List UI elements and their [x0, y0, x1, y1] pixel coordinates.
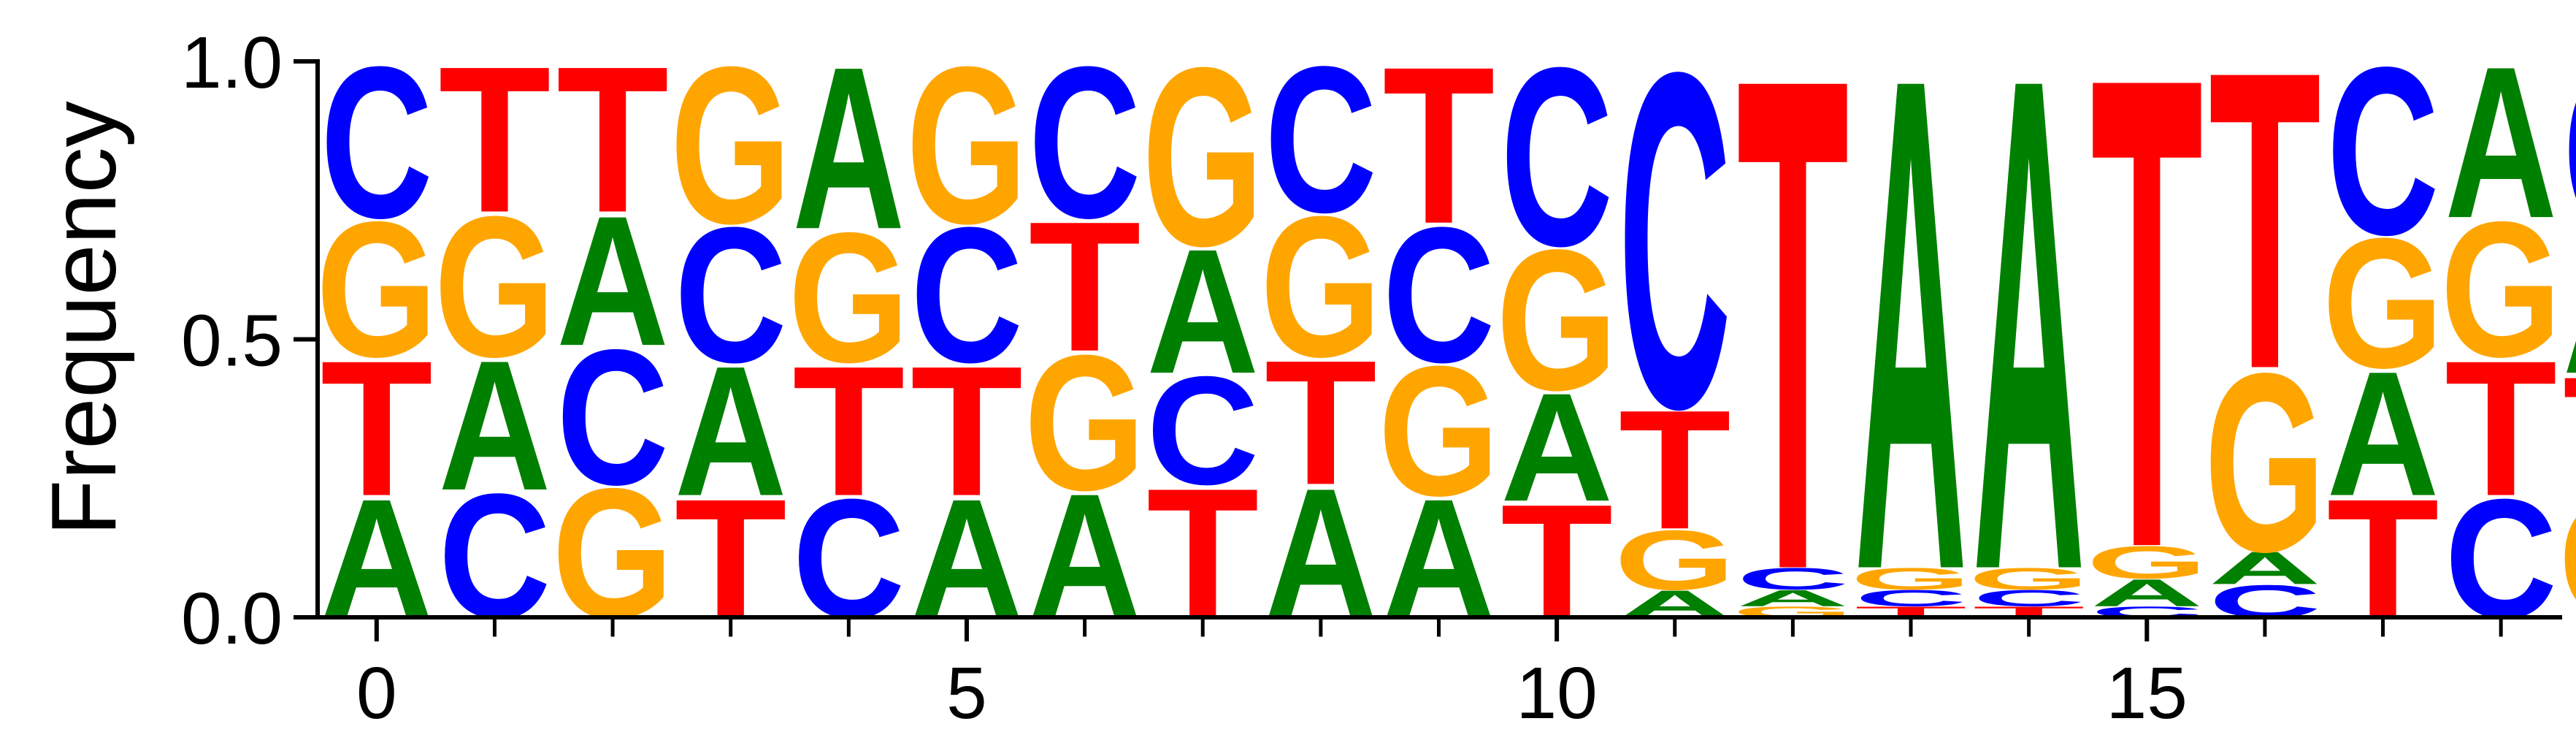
- logo-letter-pos9-T: T: [1383, 20, 1495, 270]
- logo-letter-pos19-A: A: [2563, 198, 2576, 413]
- logo-letter-pos11-C: C: [1619, 0, 1731, 508]
- logo-letter-pos8-C: C: [1265, 23, 1377, 256]
- logo-letter-pos4-A: A: [792, 19, 905, 278]
- logo-letter-pos17-C: C: [2327, 18, 2439, 285]
- logo-letter-pos3-A: A: [675, 327, 787, 535]
- logo-letter-pos15-A: A: [2090, 571, 2203, 614]
- logo-letter-pos1-A: A: [438, 321, 551, 529]
- logo-letter-pos12-T: T: [1737, 0, 1849, 716]
- logo-letter-pos8-T: T: [1265, 324, 1377, 522]
- logo-letter-pos8-G: G: [1260, 175, 1381, 399]
- logo-letter-pos1-T: T: [439, 23, 551, 256]
- logo-letter-pos14-C: C: [1973, 585, 2085, 611]
- axes: 0.0 0.5 1.0 0 5 10 15: [181, 22, 2562, 734]
- logo-letter-pos6-G: G: [1024, 315, 1146, 530]
- logo-letter-pos2-A: A: [556, 178, 669, 385]
- logo-letter-pos7-G: G: [1142, 15, 1263, 300]
- logo-letter-pos2-T: T: [556, 23, 669, 256]
- x-tick-label: 15: [2107, 652, 2188, 734]
- logo-letter-pos14-A: A: [1973, 0, 2085, 717]
- logo-letter-pos3-C: C: [675, 187, 787, 403]
- logo-letter-pos6-C: C: [1029, 22, 1141, 263]
- logo-letter-pos12-C: C: [1736, 562, 1849, 596]
- logo-letter-pos2-C: C: [556, 310, 669, 525]
- logo-letter-pos15-G: G: [2086, 537, 2207, 589]
- logo-letter-pos17-G: G: [2323, 199, 2444, 407]
- logo-letter-pos9-C: C: [1382, 187, 1495, 403]
- y-tick-label: 0.5: [181, 300, 283, 382]
- logo-letter-pos16-A: A: [2209, 543, 2321, 595]
- x-tick-label: 10: [1517, 652, 1598, 734]
- logo-letter-pos10-G: G: [1496, 208, 1617, 432]
- logo-letter-pos17-A: A: [2327, 335, 2439, 533]
- y-tick-label: 0.0: [181, 578, 283, 660]
- logo-letter-pos5-G: G: [906, 20, 1027, 270]
- x-tick-label: 0: [356, 652, 397, 734]
- logo-letter-pos16-G: G: [2204, 321, 2326, 606]
- logo-letter-pos4-T: T: [792, 327, 905, 535]
- logo-letter-pos18-G: G: [2440, 182, 2561, 397]
- logo-letter-pos7-C: C: [1146, 344, 1259, 516]
- logo-letter-pos11-G: G: [1614, 514, 1736, 608]
- logo-letter-pos0-G: G: [316, 182, 437, 397]
- logo-letter-pos13-A: A: [1855, 0, 1967, 717]
- logo-letter-pos9-G: G: [1379, 327, 1500, 535]
- logo-letter-pos6-T: T: [1029, 183, 1141, 390]
- logo-letter-pos10-C: C: [1500, 15, 1613, 300]
- logo-letter-pos4-G: G: [788, 194, 909, 401]
- y-axis-label: Frequency: [32, 101, 135, 535]
- logo-letter-pos18-T: T: [2445, 320, 2557, 536]
- logo-letter-pos0-C: C: [321, 22, 433, 263]
- logo-letter-pos15-T: T: [2090, 0, 2203, 687]
- logo-letter-pos19-C: C: [2563, 18, 2576, 285]
- y-tick-label: 1.0: [181, 22, 283, 104]
- logo-letter-pos19-G: G: [2558, 465, 2576, 655]
- logo-letter-pos11-T: T: [1619, 376, 1731, 565]
- logo-letter-pos5-C: C: [911, 187, 1023, 403]
- logo-letter-pos10-A: A: [1500, 361, 1613, 533]
- logo-letter-pos13-G: G: [1850, 562, 1971, 596]
- logo-letter-pos1-G: G: [434, 175, 556, 399]
- x-tick-label: 5: [946, 652, 987, 734]
- logo-letter-pos16-T: T: [2209, 0, 2321, 457]
- logo-letter-pos13-C: C: [1855, 585, 1967, 611]
- logo-letter-pos18-A: A: [2445, 22, 2557, 263]
- logo-letter-pos7-A: A: [1146, 213, 1259, 411]
- logo-letter-pos19-T: T: [2563, 342, 2576, 531]
- logo-letter-pos5-T: T: [911, 327, 1023, 535]
- logo-letter-pos3-G: G: [670, 20, 791, 270]
- logo-letter-pos12-A: A: [1736, 585, 1849, 611]
- logo-letter-pos14-G: G: [1969, 562, 2090, 596]
- logo-letter-pos0-T: T: [321, 320, 433, 536]
- logo-glyphs: ATGCCAGTGCATTACGCTGAATCGAGTCTCAGATGCAGCT…: [316, 0, 2576, 717]
